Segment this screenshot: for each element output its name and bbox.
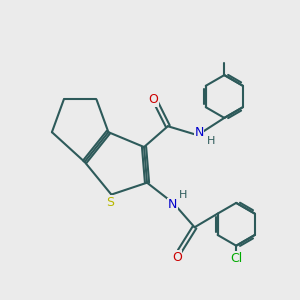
Text: S: S (106, 196, 114, 208)
Text: N: N (168, 199, 177, 212)
Text: Cl: Cl (230, 252, 242, 265)
Text: O: O (172, 251, 182, 264)
Text: H: H (178, 190, 187, 200)
Text: H: H (207, 136, 215, 146)
Text: O: O (148, 93, 158, 106)
Text: N: N (194, 126, 204, 139)
